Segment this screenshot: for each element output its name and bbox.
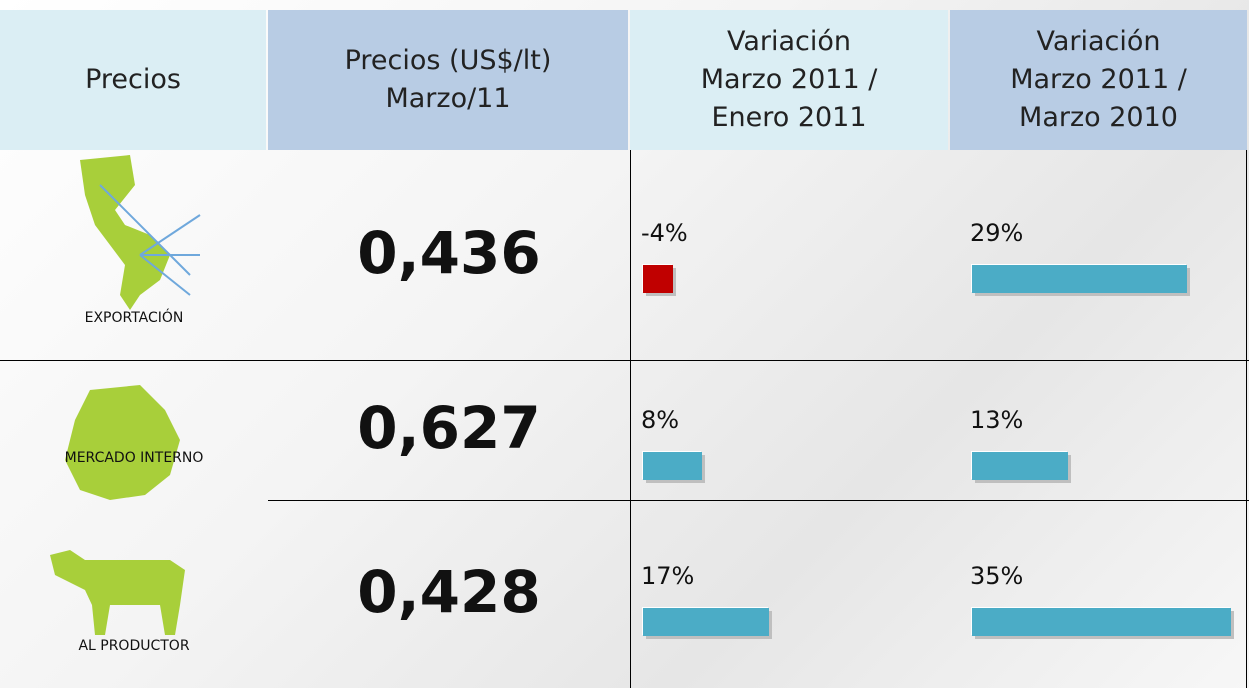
column-divider [630,150,631,688]
header-line: Marzo 2011 / [700,64,878,95]
column-divider [1246,150,1247,688]
bar [972,265,1187,294]
bar [643,608,769,637]
price: 0,627 [357,394,541,462]
row-divider [0,360,1249,361]
bar [643,265,673,294]
price: 0,428 [357,558,541,626]
bar [972,608,1231,637]
percent-label: -4% [641,219,688,248]
header-line: Marzo/11 [385,83,511,114]
percent-label: 17% [641,562,695,591]
row-label: AL PRODUCTOR [78,638,190,654]
percent-label: 13% [970,406,1024,435]
header-line: Variación [1036,26,1161,57]
header-line: Variación [726,26,852,57]
header-cell: Variación Marzo 2011 / Enero 2011 [630,10,948,150]
header-cell: Variación Marzo 2011 / Marzo 2010 [950,10,1247,150]
row-divider [630,360,1249,361]
percent-label: 29% [970,219,1024,248]
bar [972,452,1069,481]
icon [40,535,200,649]
header-cell: Precios (US$/lt) Marzo/11 [268,10,628,150]
bar [643,452,703,481]
header-cell: Precios [0,10,266,150]
header-line: Marzo 2011 / [1010,64,1187,95]
header-line: Precios (US$/lt) [344,45,552,76]
icon [40,380,200,524]
percent-label: 8% [641,406,680,435]
row-divider [268,500,1249,501]
percent-label: 35% [970,562,1024,591]
header-line: Marzo 2010 [1019,102,1178,133]
header-line: Enero 2011 [711,102,867,133]
icon [40,155,220,319]
header-line: Precios [85,64,181,95]
row-label: MERCADO INTERNO [64,450,204,466]
price: 0,436 [357,219,541,287]
row-label: EXPORTACIÓN [84,310,184,326]
